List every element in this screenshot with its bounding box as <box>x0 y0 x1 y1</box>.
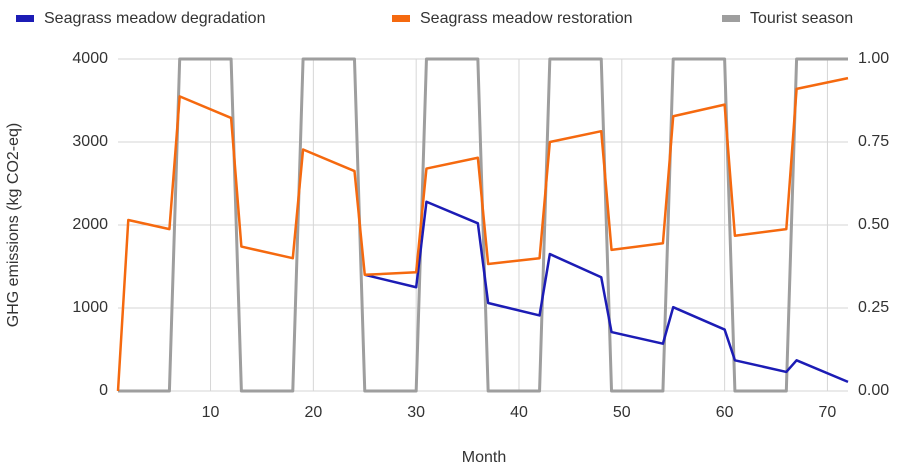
x-tick-label: 30 <box>407 404 425 421</box>
series-line <box>364 200 849 384</box>
y-tick-label: 3000 <box>72 133 108 150</box>
x-tick-label: 70 <box>819 404 837 421</box>
legend-swatch <box>16 15 34 22</box>
legend-label: Tourist season <box>750 10 853 27</box>
x-tick-label: 10 <box>202 404 220 421</box>
y-tick-label: 2000 <box>72 216 108 233</box>
y-tick-label: 4000 <box>72 50 108 67</box>
y-axis-label: GHG emissions (kg CO2-eq) <box>5 123 22 328</box>
x-tick-label: 40 <box>510 404 528 421</box>
legend-swatch <box>722 15 740 22</box>
x-axis-label: Month <box>462 449 506 466</box>
y2-tick-label: 0.75 <box>858 133 889 150</box>
x-tick-label: 60 <box>716 404 734 421</box>
legend-label: Seagrass meadow degradation <box>44 10 265 27</box>
y2-tick-label: 1.00 <box>858 50 889 67</box>
y2-tick-label: 0.25 <box>858 299 889 316</box>
legend-swatch <box>392 15 410 22</box>
x-tick-label: 20 <box>304 404 322 421</box>
y2-tick-label: 0.50 <box>858 216 889 233</box>
y2-tick-label: 0.00 <box>858 382 889 399</box>
y-tick-label: 0 <box>99 382 108 399</box>
legend-label: Seagrass meadow restoration <box>420 10 633 27</box>
y-tick-label: 1000 <box>72 299 108 316</box>
x-tick-label: 50 <box>613 404 631 421</box>
series-line <box>116 76 849 392</box>
